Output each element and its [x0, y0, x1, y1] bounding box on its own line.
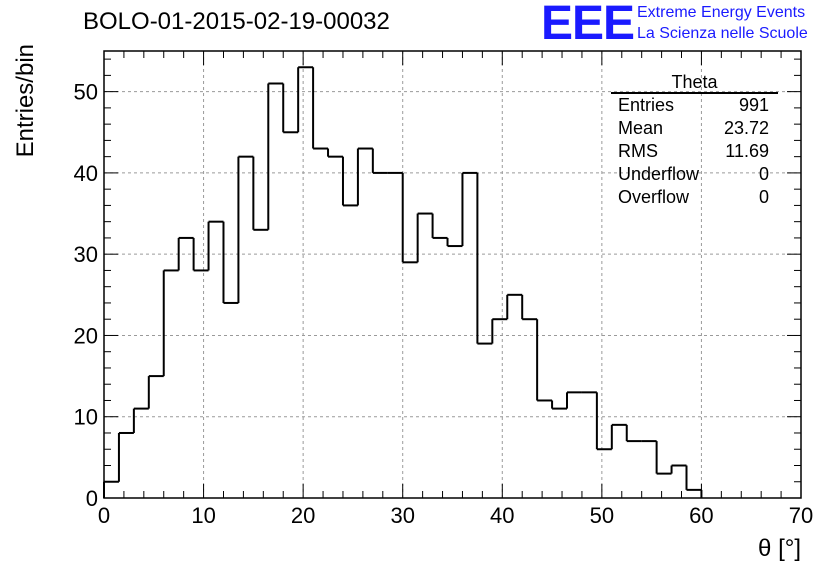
x-tick-label: 10	[191, 503, 215, 528]
x-tick-label: 40	[490, 503, 514, 528]
x-tick-label: 0	[98, 503, 110, 528]
y-tick-label: 10	[74, 405, 98, 430]
x-axis-label: θ [°]	[758, 535, 801, 562]
stats-row-rms: RMS 11.69	[611, 140, 778, 163]
stats-label: Overflow	[618, 187, 690, 207]
y-axis-label: Entries/bin	[12, 44, 39, 157]
stats-label: RMS	[618, 141, 658, 161]
stats-box: Theta Entries 991 Mean 23.72 RMS 11.69 U…	[611, 72, 778, 209]
y-tick-label: 20	[74, 323, 98, 348]
stats-row-entries: Entries 991	[611, 94, 778, 117]
stats-label: Mean	[618, 118, 664, 138]
stats-row-overflow: Overflow 0	[611, 186, 778, 209]
stats-row-underflow: Underflow 0	[611, 163, 778, 186]
histogram-title: BOLO-01-2015-02-19-00032	[83, 8, 390, 35]
x-tick-label: 20	[291, 503, 315, 528]
stats-label: Underflow	[618, 164, 700, 184]
stats-value: 11.69	[725, 141, 769, 161]
stats-value: 991	[738, 95, 769, 115]
eee-logo: EEE	[541, 0, 635, 50]
x-tick-label: 60	[689, 503, 713, 528]
logo-line-2: La Scienza nelle Scuole	[637, 25, 808, 42]
stats-label: Entries	[618, 95, 675, 115]
y-tick-label: 40	[74, 161, 98, 186]
y-tick-label: 30	[74, 242, 98, 267]
logo-line-1: Extreme Energy Events	[637, 4, 806, 21]
stats-title: Theta	[611, 72, 778, 94]
stats-value: 23.72	[723, 118, 769, 138]
x-tick-label: 70	[789, 503, 813, 528]
stats-row-mean: Mean 23.72	[611, 117, 778, 140]
stats-value: 0	[758, 164, 769, 184]
stats-value: 0	[758, 187, 769, 207]
x-tick-label: 30	[390, 503, 414, 528]
y-tick-label: 50	[74, 80, 98, 105]
x-tick-label: 50	[590, 503, 614, 528]
plot-frame	[103, 50, 802, 499]
y-tick-label: 0	[86, 486, 98, 511]
